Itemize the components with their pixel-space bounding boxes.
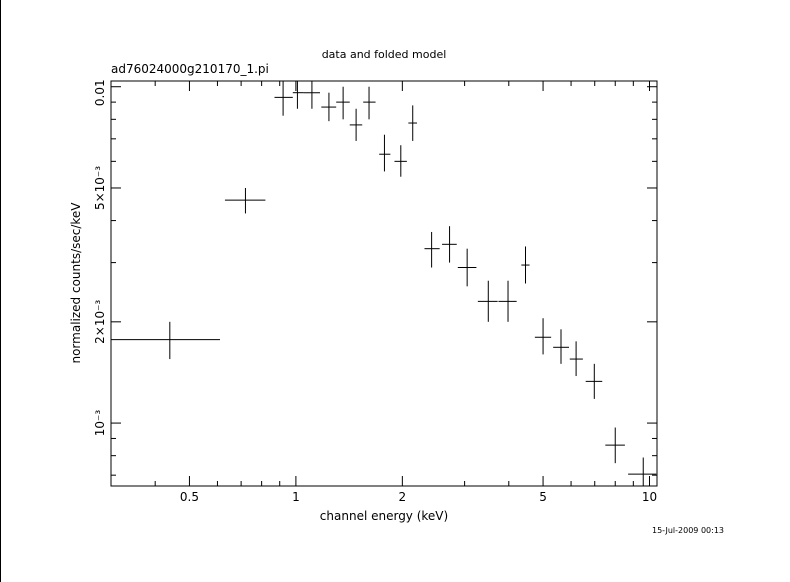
data-point — [477, 280, 498, 322]
data-point — [363, 86, 376, 120]
data-point — [224, 187, 266, 214]
data-point — [336, 86, 350, 120]
x-tick-label: 5 — [539, 490, 547, 504]
plot-frame — [110, 80, 658, 487]
data-point — [534, 318, 552, 355]
data-point — [292, 81, 304, 109]
chart-subtitle: ad76024000g210170_1.pi — [111, 62, 269, 76]
data-point — [569, 341, 583, 377]
data-point — [457, 248, 477, 287]
x-axis-tick-labels: 0.5 1 2 5 10 — [180, 490, 657, 504]
data-points — [111, 81, 657, 486]
y-tick-label: 10⁻³ — [93, 410, 107, 437]
data-point — [394, 145, 407, 177]
data-point — [585, 363, 603, 399]
y-axis-tick-labels: 10⁻³ 2×10⁻³ 5×10⁻³ 0.01 — [93, 79, 107, 436]
data-point — [349, 108, 363, 141]
data-point — [274, 81, 293, 116]
y-axis-ticks — [111, 86, 657, 476]
x-axis-label: channel energy (keV) — [320, 509, 448, 523]
data-point — [408, 105, 417, 141]
data-point — [605, 427, 625, 464]
x-tick-label: 10 — [642, 490, 657, 504]
data-point — [442, 226, 457, 263]
data-point — [321, 92, 337, 122]
data-point — [303, 81, 321, 109]
x-tick-label: 0.5 — [180, 490, 199, 504]
chart-title: data and folded model — [322, 48, 447, 61]
y-axis-label: normalized counts/sec/keV — [69, 202, 83, 364]
left-window-edge — [0, 0, 1, 582]
data-point — [553, 329, 569, 364]
data-point — [498, 280, 517, 322]
x-tick-label: 2 — [399, 490, 407, 504]
x-tick-label: 1 — [292, 490, 300, 504]
y-tick-label: 0.01 — [93, 79, 107, 106]
data-point — [521, 246, 530, 284]
data-point — [379, 134, 391, 172]
data-point — [424, 231, 440, 268]
timestamp: 15-Jul-2009 00:13 — [652, 526, 724, 535]
data-point — [628, 457, 657, 486]
y-tick-label: 2×10⁻³ — [93, 300, 107, 344]
data-point — [111, 321, 220, 360]
x-axis-ticks — [110, 81, 651, 486]
y-tick-label: 5×10⁻³ — [93, 166, 107, 210]
